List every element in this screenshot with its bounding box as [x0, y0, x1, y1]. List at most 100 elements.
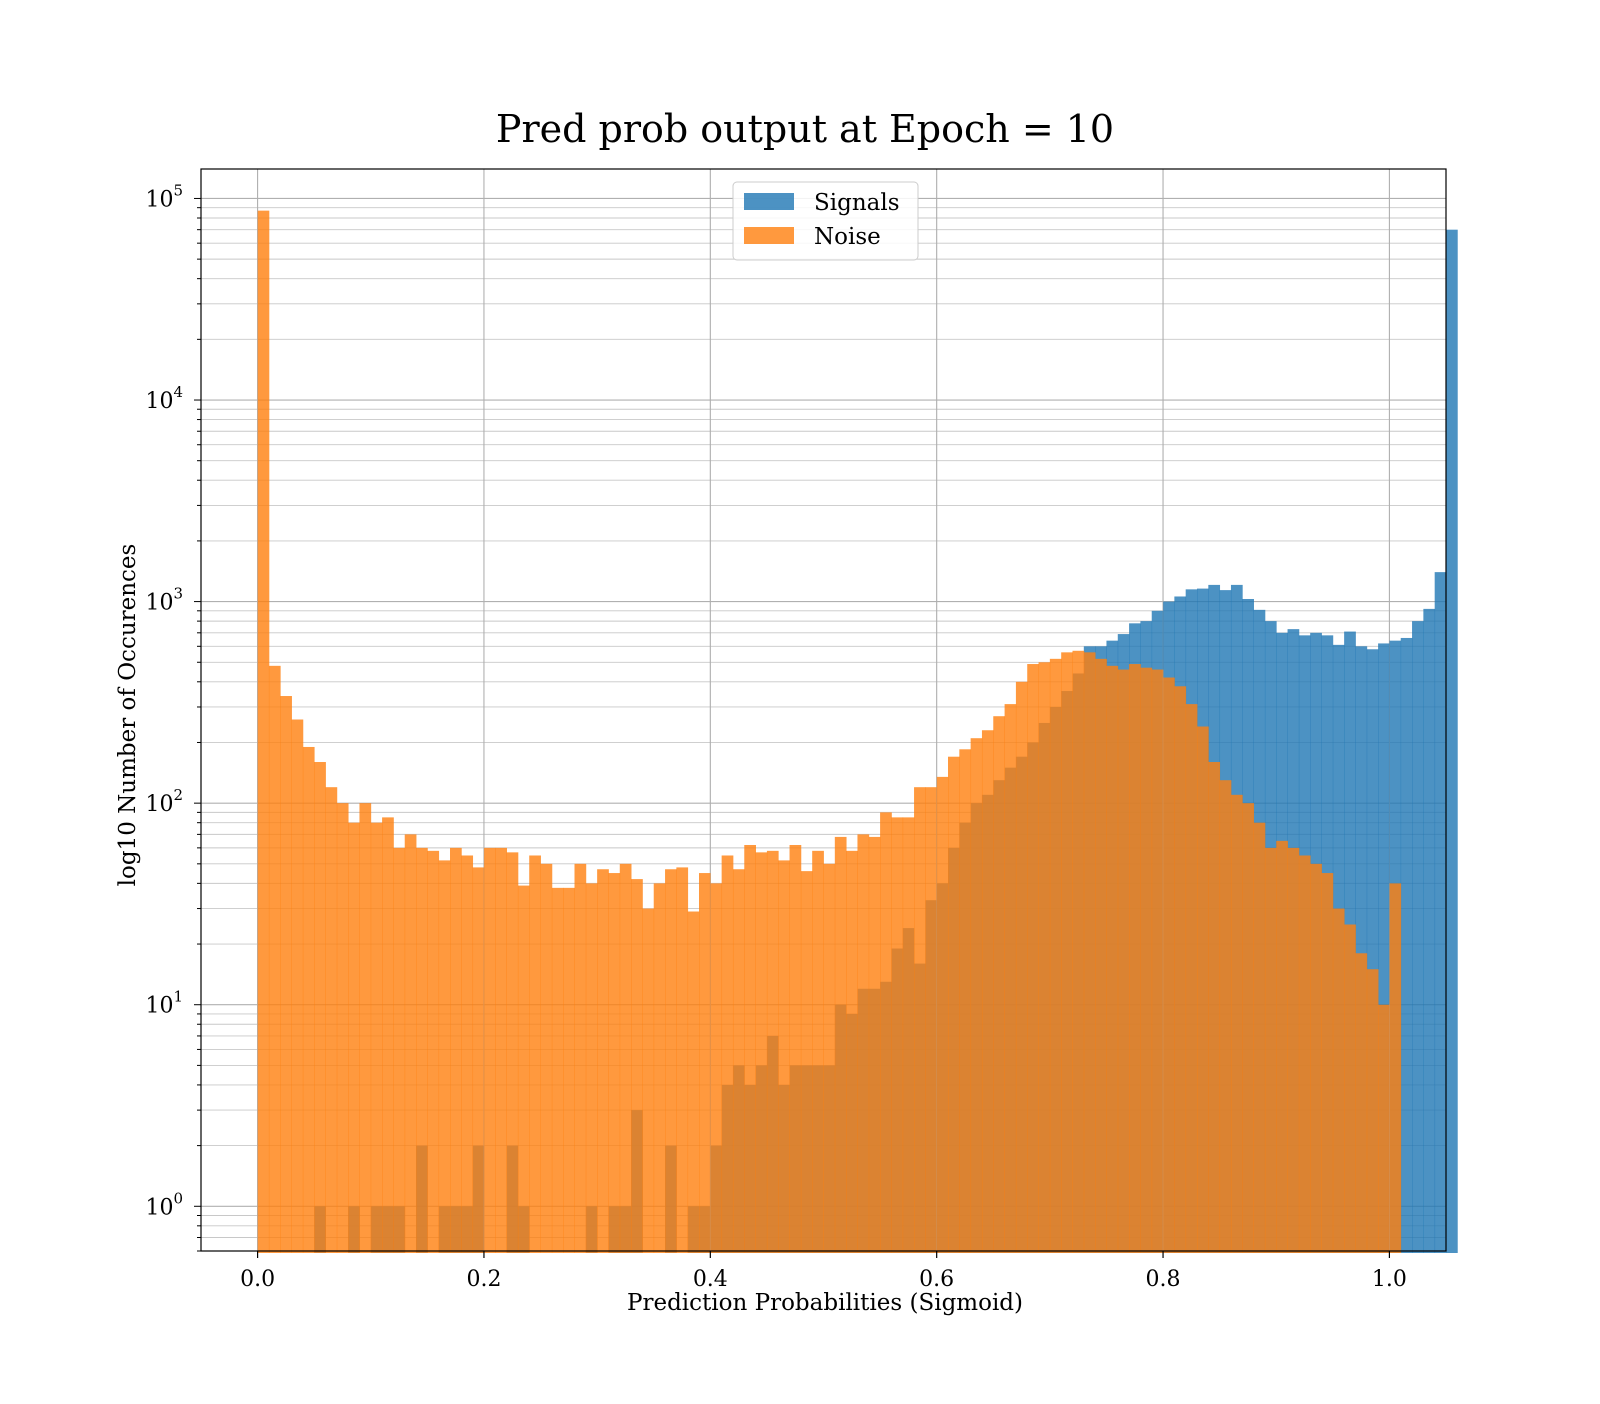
histogram-bar	[1027, 664, 1039, 1253]
histogram-bar	[1389, 883, 1402, 1253]
histogram-bar	[857, 834, 870, 1253]
histogram-bar	[608, 873, 621, 1253]
histogram-bar	[1310, 863, 1322, 1253]
histogram-bar	[1355, 646, 1368, 1253]
histogram-bar	[823, 863, 836, 1253]
histogram-bar	[461, 855, 474, 1253]
histogram-bar	[495, 847, 507, 1253]
histogram-bar	[280, 696, 292, 1253]
histogram-bar	[902, 817, 915, 1253]
y-tick-label: 101	[145, 988, 183, 1019]
histogram-bar	[585, 883, 598, 1253]
histogram-bar	[1219, 780, 1232, 1253]
histogram-bar	[1400, 637, 1413, 1253]
histogram-bar	[834, 836, 847, 1253]
histogram-bar	[1287, 847, 1300, 1253]
histogram-bar	[1061, 652, 1073, 1253]
histogram-bar	[1378, 643, 1390, 1253]
y-tick-label: 105	[145, 181, 183, 212]
histogram-bar	[438, 860, 451, 1253]
histogram-bar	[766, 850, 779, 1253]
histogram-bar	[1332, 908, 1345, 1253]
histogram-bar	[257, 210, 270, 1253]
histogram-bar	[483, 847, 496, 1253]
histogram-bar	[1004, 704, 1017, 1253]
histogram-bar	[1378, 1004, 1390, 1253]
histogram-bar	[1355, 953, 1368, 1253]
histogram-bar	[1083, 652, 1096, 1253]
histogram-bar	[540, 863, 553, 1253]
histogram-bar	[314, 762, 326, 1253]
histogram-bar	[1366, 649, 1379, 1253]
y-axis-ticks: 100 101 102 103 104 105	[145, 181, 201, 1252]
histogram-bar	[1197, 726, 1209, 1253]
histogram-bar	[1129, 664, 1141, 1253]
histogram-bar	[359, 803, 372, 1253]
histogram-bar	[551, 887, 564, 1253]
legend: Signals Noise	[732, 181, 919, 261]
histogram-bar	[506, 852, 519, 1253]
x-tick-label: 0.8	[1146, 1267, 1181, 1292]
histogram-bar	[563, 887, 575, 1253]
grid-lines-overlay	[257, 169, 1390, 1251]
y-tick-label: 103	[145, 585, 183, 616]
histogram-bar	[1208, 762, 1221, 1253]
legend-label-noise: Noise	[814, 224, 881, 250]
histogram-bar	[1253, 822, 1266, 1253]
histogram-bar	[789, 844, 802, 1253]
histogram-bar	[619, 863, 632, 1253]
y-axis-label: log10 Number of Occurences	[115, 544, 141, 887]
histogram-bar	[416, 847, 428, 1253]
histogram-bar	[1366, 969, 1379, 1253]
y-tick-label: 102	[145, 786, 183, 817]
histogram-bar	[427, 850, 440, 1253]
histogram-bar	[970, 738, 983, 1253]
histogram-bar	[382, 817, 394, 1253]
x-tick-label: 0.4	[693, 1267, 728, 1292]
histogram-bar	[1242, 803, 1254, 1253]
histogram-bar	[800, 871, 813, 1253]
histogram-bar	[687, 911, 700, 1253]
histogram-bar	[925, 787, 938, 1253]
histogram-bar	[291, 719, 304, 1253]
x-tick-label: 0.0	[240, 1267, 275, 1292]
x-axis-label: Prediction Probabilities (Sigmoid)	[627, 1290, 1023, 1316]
histogram-bar	[1049, 658, 1062, 1253]
histogram-bar	[981, 730, 994, 1253]
histogram-bar	[880, 812, 892, 1253]
histogram-bar	[348, 822, 360, 1253]
histogram-bar	[1140, 667, 1153, 1253]
histogram-bar	[631, 879, 643, 1253]
histogram-bar	[948, 756, 960, 1253]
chart-title: Pred prob output at Epoch = 10	[496, 107, 1114, 151]
histogram-bar	[597, 869, 609, 1253]
histogram-bar	[846, 850, 858, 1253]
histogram-bar	[653, 883, 666, 1253]
x-tick-label: 0.6	[919, 1267, 954, 1292]
histogram-bar	[936, 776, 949, 1253]
histogram-bar	[993, 716, 1005, 1253]
histogram-bar	[302, 746, 315, 1253]
y-tick-label: 104	[145, 383, 183, 414]
histogram-bar	[1163, 677, 1175, 1253]
histogram-bar	[450, 847, 462, 1253]
histogram-bar	[744, 844, 756, 1253]
histogram-bar	[1264, 847, 1277, 1253]
histogram-bar	[959, 749, 972, 1253]
histogram-bar	[268, 665, 281, 1253]
histogram-bar	[1106, 665, 1119, 1253]
histogram-bar	[1434, 572, 1447, 1253]
histogram-bar	[1117, 669, 1130, 1253]
histogram-bar	[1015, 681, 1028, 1253]
series-noise	[257, 210, 1402, 1253]
histogram-bar	[1298, 855, 1311, 1253]
histogram-bar	[721, 855, 734, 1253]
histogram-bar	[665, 869, 677, 1253]
legend-label-signals: Signals	[814, 190, 900, 216]
histogram-bar	[1151, 669, 1164, 1253]
histogram-bar	[778, 860, 790, 1253]
histogram-bar	[1412, 621, 1424, 1253]
histogram-bar	[642, 908, 655, 1253]
histogram-bar	[868, 836, 881, 1253]
legend-swatch-signals	[744, 193, 794, 210]
